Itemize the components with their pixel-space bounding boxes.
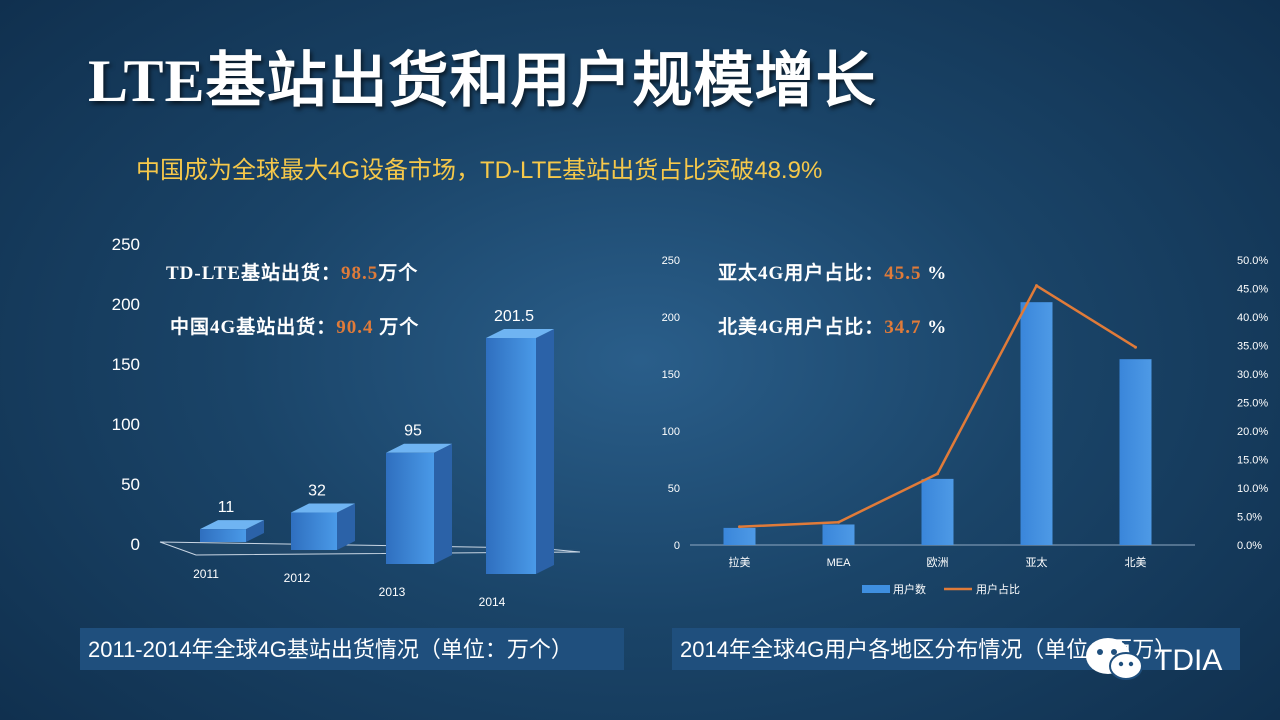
y-tick-label: 200 (112, 295, 140, 314)
data-label: 32 (308, 483, 326, 500)
x-tick-label: 拉美 (729, 555, 751, 569)
line-point (837, 520, 840, 524)
x-tick-label: 北美 (1125, 556, 1147, 569)
data-label: 201.5 (494, 308, 534, 325)
left-chart-caption: 2011-2014年全球4G基站出货情况（单位：万个） (80, 628, 624, 670)
y2-tick-label: 40.0% (1237, 312, 1268, 324)
watermark: TDIA (1086, 638, 1222, 680)
y-tick-label: 50 (668, 483, 680, 495)
legend-label: 用户数 (893, 582, 926, 596)
annotation-label: TD-LTE基站出货： (166, 263, 341, 284)
td-lte-annotation: TD-LTE基站出货：98.5万个 (166, 258, 418, 285)
bar (1119, 359, 1152, 545)
data-label: 11 (218, 499, 235, 516)
y2-tick-label: 35.0% (1237, 341, 1268, 353)
data-label: 95 (404, 423, 422, 440)
annotation-value: 45.5 (884, 263, 922, 284)
y2-tick-label: 45.0% (1237, 284, 1268, 296)
watermark-text: TDIA (1154, 644, 1222, 677)
page-subtitle: 中国成为全球最大4G设备市场，TD-LTE基站出货占比突破48.9% (136, 157, 823, 184)
annotation-value: 34.7 (884, 317, 922, 338)
y2-tick-label: 25.0% (1237, 398, 1268, 410)
line-point (1134, 345, 1137, 349)
bar-top (486, 329, 554, 338)
x-tick-label: 2014 (479, 595, 506, 609)
bar-side (536, 329, 554, 574)
annotation-unit: 万个 (373, 317, 420, 338)
bar-side (434, 443, 452, 564)
line-point (1035, 284, 1038, 288)
y-tick-label: 150 (662, 369, 680, 381)
base-station-chart: 0 50 100 150 200 250 11 2011 32 2012 95 2013 201.5 20… (112, 235, 581, 609)
annotation-unit: 万个 (378, 263, 419, 284)
bar (386, 452, 434, 564)
wechat-icon (1086, 638, 1143, 680)
y2-tick-label: 5.0% (1237, 512, 1262, 524)
china-4g-annotation: 中国4G基站出货：90.4 万个 (170, 312, 419, 339)
annotation-value: 98.5 (341, 263, 379, 284)
bar (921, 478, 954, 545)
bar-side (246, 520, 264, 542)
x-tick-label: MEA (827, 557, 852, 569)
line-point (936, 472, 939, 476)
y-tick-label: 0 (131, 535, 140, 554)
bar (291, 512, 337, 550)
x-tick-label: 亚太 (1026, 556, 1048, 569)
bar (822, 524, 855, 545)
x-tick-label: 2012 (284, 571, 311, 585)
y2-tick-label: 15.0% (1237, 455, 1268, 467)
user-distribution-chart: 0 50 100 150 200 250 0.0% 5.0% 10.0% 15.0% 20.0% 25… (662, 255, 1269, 596)
annotation-label: 亚太4G用户占比： (718, 263, 885, 284)
apac-annotation: 亚太4G用户占比：45.5 % (718, 258, 947, 285)
bar-top (386, 443, 452, 453)
annotation-label: 北美4G用户占比： (718, 317, 885, 338)
bar (1020, 302, 1053, 545)
y-tick-label: 250 (112, 235, 140, 254)
y2-tick-label: 10.0% (1237, 483, 1268, 495)
na-annotation: 北美4G用户占比：34.7 % (718, 312, 947, 339)
x-tick-label: 2011 (193, 567, 219, 581)
y2-tick-label: 0.0% (1237, 540, 1262, 552)
line-point (738, 525, 741, 529)
y-tick-label: 50 (121, 475, 140, 494)
y2-tick-label: 50.0% (1237, 255, 1268, 267)
page-title: LTE基站出货和用户规模增长 (88, 48, 877, 114)
x-tick-label: 2013 (379, 585, 406, 599)
bar (723, 527, 756, 545)
bar-side (337, 503, 355, 550)
y-tick-label: 150 (112, 355, 140, 374)
y-tick-label: 250 (662, 255, 680, 267)
bar (200, 529, 246, 542)
y2-tick-label: 30.0% (1237, 369, 1268, 381)
y-tick-label: 200 (662, 312, 680, 324)
bar-top (291, 503, 355, 513)
legend-label: 用户占比 (976, 582, 1020, 596)
y-tick-label: 100 (662, 426, 680, 438)
annotation-value: 90.4 (336, 317, 374, 338)
bar-top (200, 520, 264, 530)
y2-tick-label: 20.0% (1237, 426, 1268, 438)
legend-swatch-bar (862, 585, 890, 593)
bar (486, 338, 536, 574)
right-chart-caption: 2014年全球4G用户各地区分布情况（单位：百万） (672, 628, 1240, 670)
annotation-unit: % (921, 317, 948, 338)
y-tick-label: 100 (112, 415, 140, 434)
y-tick-label: 0 (674, 540, 680, 552)
x-tick-label: 欧洲 (927, 556, 949, 569)
annotation-label: 中国4G基站出货： (170, 317, 337, 338)
annotation-unit: % (921, 263, 948, 284)
